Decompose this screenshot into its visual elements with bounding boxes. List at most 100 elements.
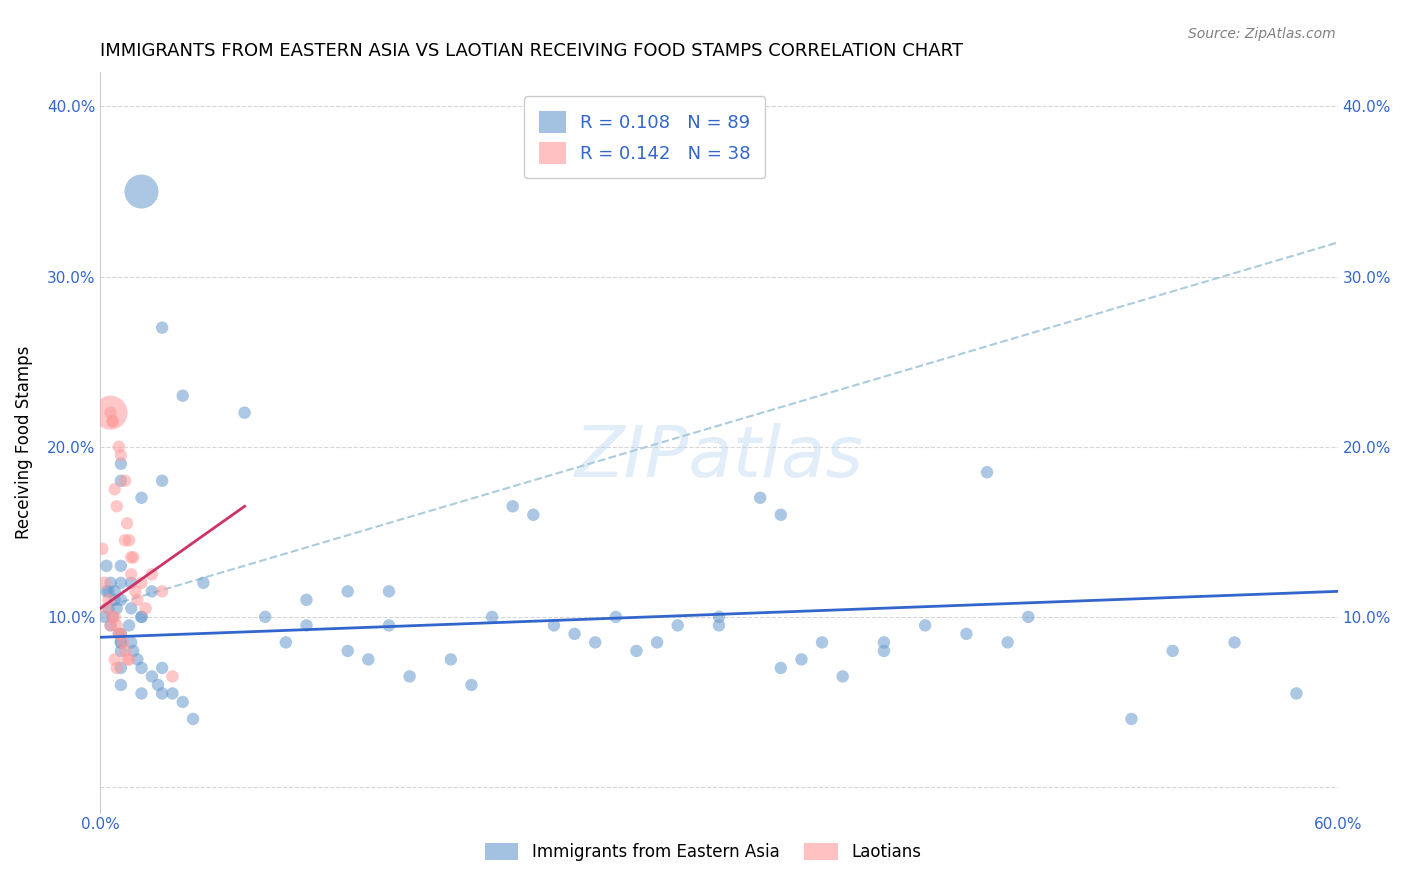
- Point: [543, 618, 565, 632]
- Point: [100, 575, 122, 590]
- Point: [336, 644, 359, 658]
- Point: [769, 661, 792, 675]
- Point: [110, 635, 132, 649]
- Text: ZIPatlas: ZIPatlas: [575, 423, 863, 491]
- Point: [120, 601, 142, 615]
- Point: [114, 644, 136, 658]
- Y-axis label: Receiving Food Stamps: Receiving Food Stamps: [15, 346, 32, 539]
- Point: [150, 661, 173, 675]
- Point: [115, 652, 138, 666]
- Point: [997, 635, 1019, 649]
- Point: [666, 618, 689, 632]
- Point: [295, 592, 318, 607]
- Point: [707, 610, 730, 624]
- Point: [110, 644, 132, 658]
- Point: [564, 627, 586, 641]
- Point: [150, 320, 173, 334]
- Point: [141, 669, 163, 683]
- Point: [626, 644, 648, 658]
- Point: [110, 448, 132, 462]
- Point: [790, 652, 813, 666]
- Point: [100, 406, 122, 420]
- Legend: Immigrants from Eastern Asia, Laotians: Immigrants from Eastern Asia, Laotians: [471, 830, 935, 875]
- Point: [104, 483, 127, 497]
- Point: [141, 584, 163, 599]
- Point: [1121, 712, 1143, 726]
- Point: [97, 592, 120, 607]
- Point: [460, 678, 482, 692]
- Point: [96, 558, 118, 573]
- Point: [97, 601, 120, 615]
- Point: [127, 592, 149, 607]
- Point: [115, 516, 138, 531]
- Point: [110, 457, 132, 471]
- Point: [162, 686, 184, 700]
- Point: [124, 584, 146, 599]
- Point: [131, 686, 153, 700]
- Point: [118, 652, 141, 666]
- Point: [1161, 644, 1184, 658]
- Point: [605, 610, 627, 624]
- Point: [118, 533, 141, 548]
- Point: [96, 601, 118, 615]
- Point: [131, 610, 153, 624]
- Point: [150, 584, 173, 599]
- Point: [440, 652, 463, 666]
- Point: [110, 592, 132, 607]
- Point: [127, 652, 149, 666]
- Point: [97, 584, 120, 599]
- Point: [481, 610, 503, 624]
- Point: [110, 635, 132, 649]
- Point: [172, 695, 194, 709]
- Point: [110, 678, 132, 692]
- Point: [502, 500, 524, 514]
- Point: [122, 550, 145, 565]
- Point: [108, 627, 131, 641]
- Point: [914, 618, 936, 632]
- Point: [873, 635, 896, 649]
- Point: [110, 575, 132, 590]
- Point: [522, 508, 544, 522]
- Point: [378, 584, 401, 599]
- Point: [378, 618, 401, 632]
- Point: [831, 669, 853, 683]
- Text: Source: ZipAtlas.com: Source: ZipAtlas.com: [1188, 27, 1336, 41]
- Point: [104, 592, 127, 607]
- Point: [645, 635, 668, 649]
- Point: [114, 474, 136, 488]
- Point: [357, 652, 380, 666]
- Point: [233, 406, 256, 420]
- Point: [104, 652, 127, 666]
- Point: [111, 635, 134, 649]
- Point: [100, 406, 122, 420]
- Point: [105, 500, 128, 514]
- Point: [749, 491, 772, 505]
- Point: [110, 661, 132, 675]
- Point: [114, 533, 136, 548]
- Point: [336, 584, 359, 599]
- Point: [101, 610, 124, 624]
- Point: [1017, 610, 1039, 624]
- Point: [707, 618, 730, 632]
- Point: [1285, 686, 1308, 700]
- Point: [110, 627, 132, 641]
- Point: [135, 601, 157, 615]
- Point: [100, 618, 122, 632]
- Point: [193, 575, 215, 590]
- Point: [108, 440, 131, 454]
- Point: [873, 644, 896, 658]
- Point: [101, 414, 124, 428]
- Point: [118, 618, 141, 632]
- Point: [93, 610, 115, 624]
- Point: [131, 491, 153, 505]
- Point: [104, 610, 127, 624]
- Point: [131, 185, 153, 199]
- Point: [91, 541, 114, 556]
- Point: [120, 635, 142, 649]
- Point: [274, 635, 297, 649]
- Text: IMMIGRANTS FROM EASTERN ASIA VS LAOTIAN RECEIVING FOOD STAMPS CORRELATION CHART: IMMIGRANTS FROM EASTERN ASIA VS LAOTIAN …: [100, 42, 963, 60]
- Point: [110, 474, 132, 488]
- Point: [976, 465, 998, 479]
- Point: [122, 644, 145, 658]
- Point: [110, 558, 132, 573]
